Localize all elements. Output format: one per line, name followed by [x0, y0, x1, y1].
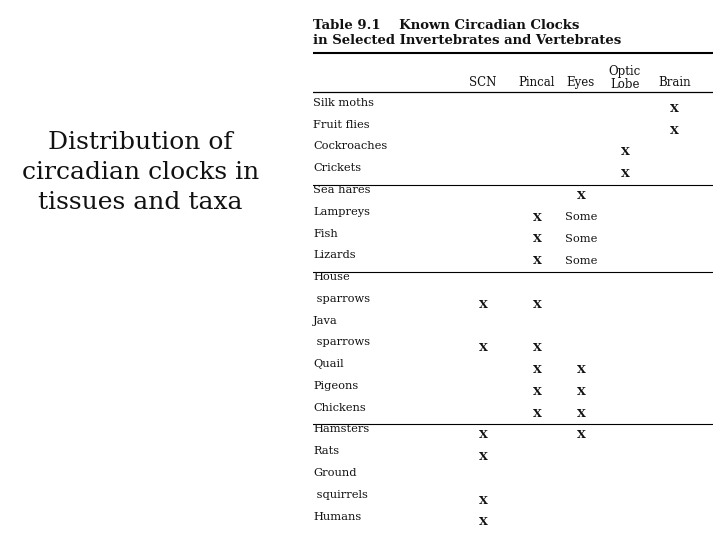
Text: X: X: [533, 212, 541, 222]
Text: Optic: Optic: [609, 65, 641, 78]
Text: Some: Some: [564, 255, 597, 266]
Text: Pigeons: Pigeons: [313, 381, 359, 391]
Text: X: X: [533, 342, 541, 353]
Text: X: X: [533, 299, 541, 310]
Text: X: X: [479, 495, 487, 505]
Text: House: House: [313, 272, 350, 282]
Text: X: X: [533, 233, 541, 245]
Text: Silk moths: Silk moths: [313, 98, 374, 108]
Text: X: X: [533, 255, 541, 266]
Text: X: X: [479, 299, 487, 310]
Text: X: X: [577, 429, 585, 440]
Text: X: X: [577, 408, 585, 418]
Text: Lobe: Lobe: [610, 78, 639, 91]
Text: X: X: [577, 190, 585, 201]
Text: Table 9.1    Known Circadian Clocks: Table 9.1 Known Circadian Clocks: [313, 18, 580, 31]
Text: X: X: [479, 516, 487, 528]
Text: Fruit flies: Fruit flies: [313, 120, 370, 130]
Text: Some: Some: [564, 234, 597, 244]
Text: X: X: [670, 125, 679, 136]
Text: X: X: [533, 408, 541, 418]
Text: X: X: [479, 342, 487, 353]
Text: Lampreys: Lampreys: [313, 207, 370, 217]
Text: Rats: Rats: [313, 446, 339, 456]
Text: in Selected Invertebrates and Vertebrates: in Selected Invertebrates and Vertebrate…: [313, 34, 621, 47]
Text: Hamsters: Hamsters: [313, 424, 369, 435]
Text: Quail: Quail: [313, 359, 344, 369]
Text: Chickens: Chickens: [313, 403, 366, 413]
Text: X: X: [621, 146, 629, 157]
Text: X: X: [577, 364, 585, 375]
Text: Eyes: Eyes: [567, 76, 595, 89]
Text: X: X: [479, 429, 487, 440]
Text: X: X: [670, 103, 679, 114]
Text: X: X: [621, 168, 629, 179]
Text: Distribution of
circadian clocks in
tissues and taxa: Distribution of circadian clocks in tiss…: [22, 131, 259, 214]
Text: Pincal: Pincal: [518, 76, 555, 89]
Text: X: X: [479, 451, 487, 462]
Text: Crickets: Crickets: [313, 163, 361, 173]
Text: Some: Some: [564, 212, 597, 222]
Text: X: X: [533, 364, 541, 375]
Text: Ground: Ground: [313, 468, 356, 478]
Text: X: X: [577, 386, 585, 397]
Text: Fish: Fish: [313, 228, 338, 239]
Text: squirrels: squirrels: [313, 490, 368, 500]
Text: Brain: Brain: [659, 76, 691, 89]
Text: sparrows: sparrows: [313, 294, 370, 304]
Text: Humans: Humans: [313, 511, 361, 522]
Text: Lizards: Lizards: [313, 251, 356, 260]
Text: Cockroaches: Cockroaches: [313, 141, 387, 151]
Text: sparrows: sparrows: [313, 338, 370, 347]
Text: Java: Java: [313, 315, 338, 326]
Text: SCN: SCN: [469, 76, 497, 89]
Text: Sea hares: Sea hares: [313, 185, 371, 195]
Text: X: X: [533, 386, 541, 397]
